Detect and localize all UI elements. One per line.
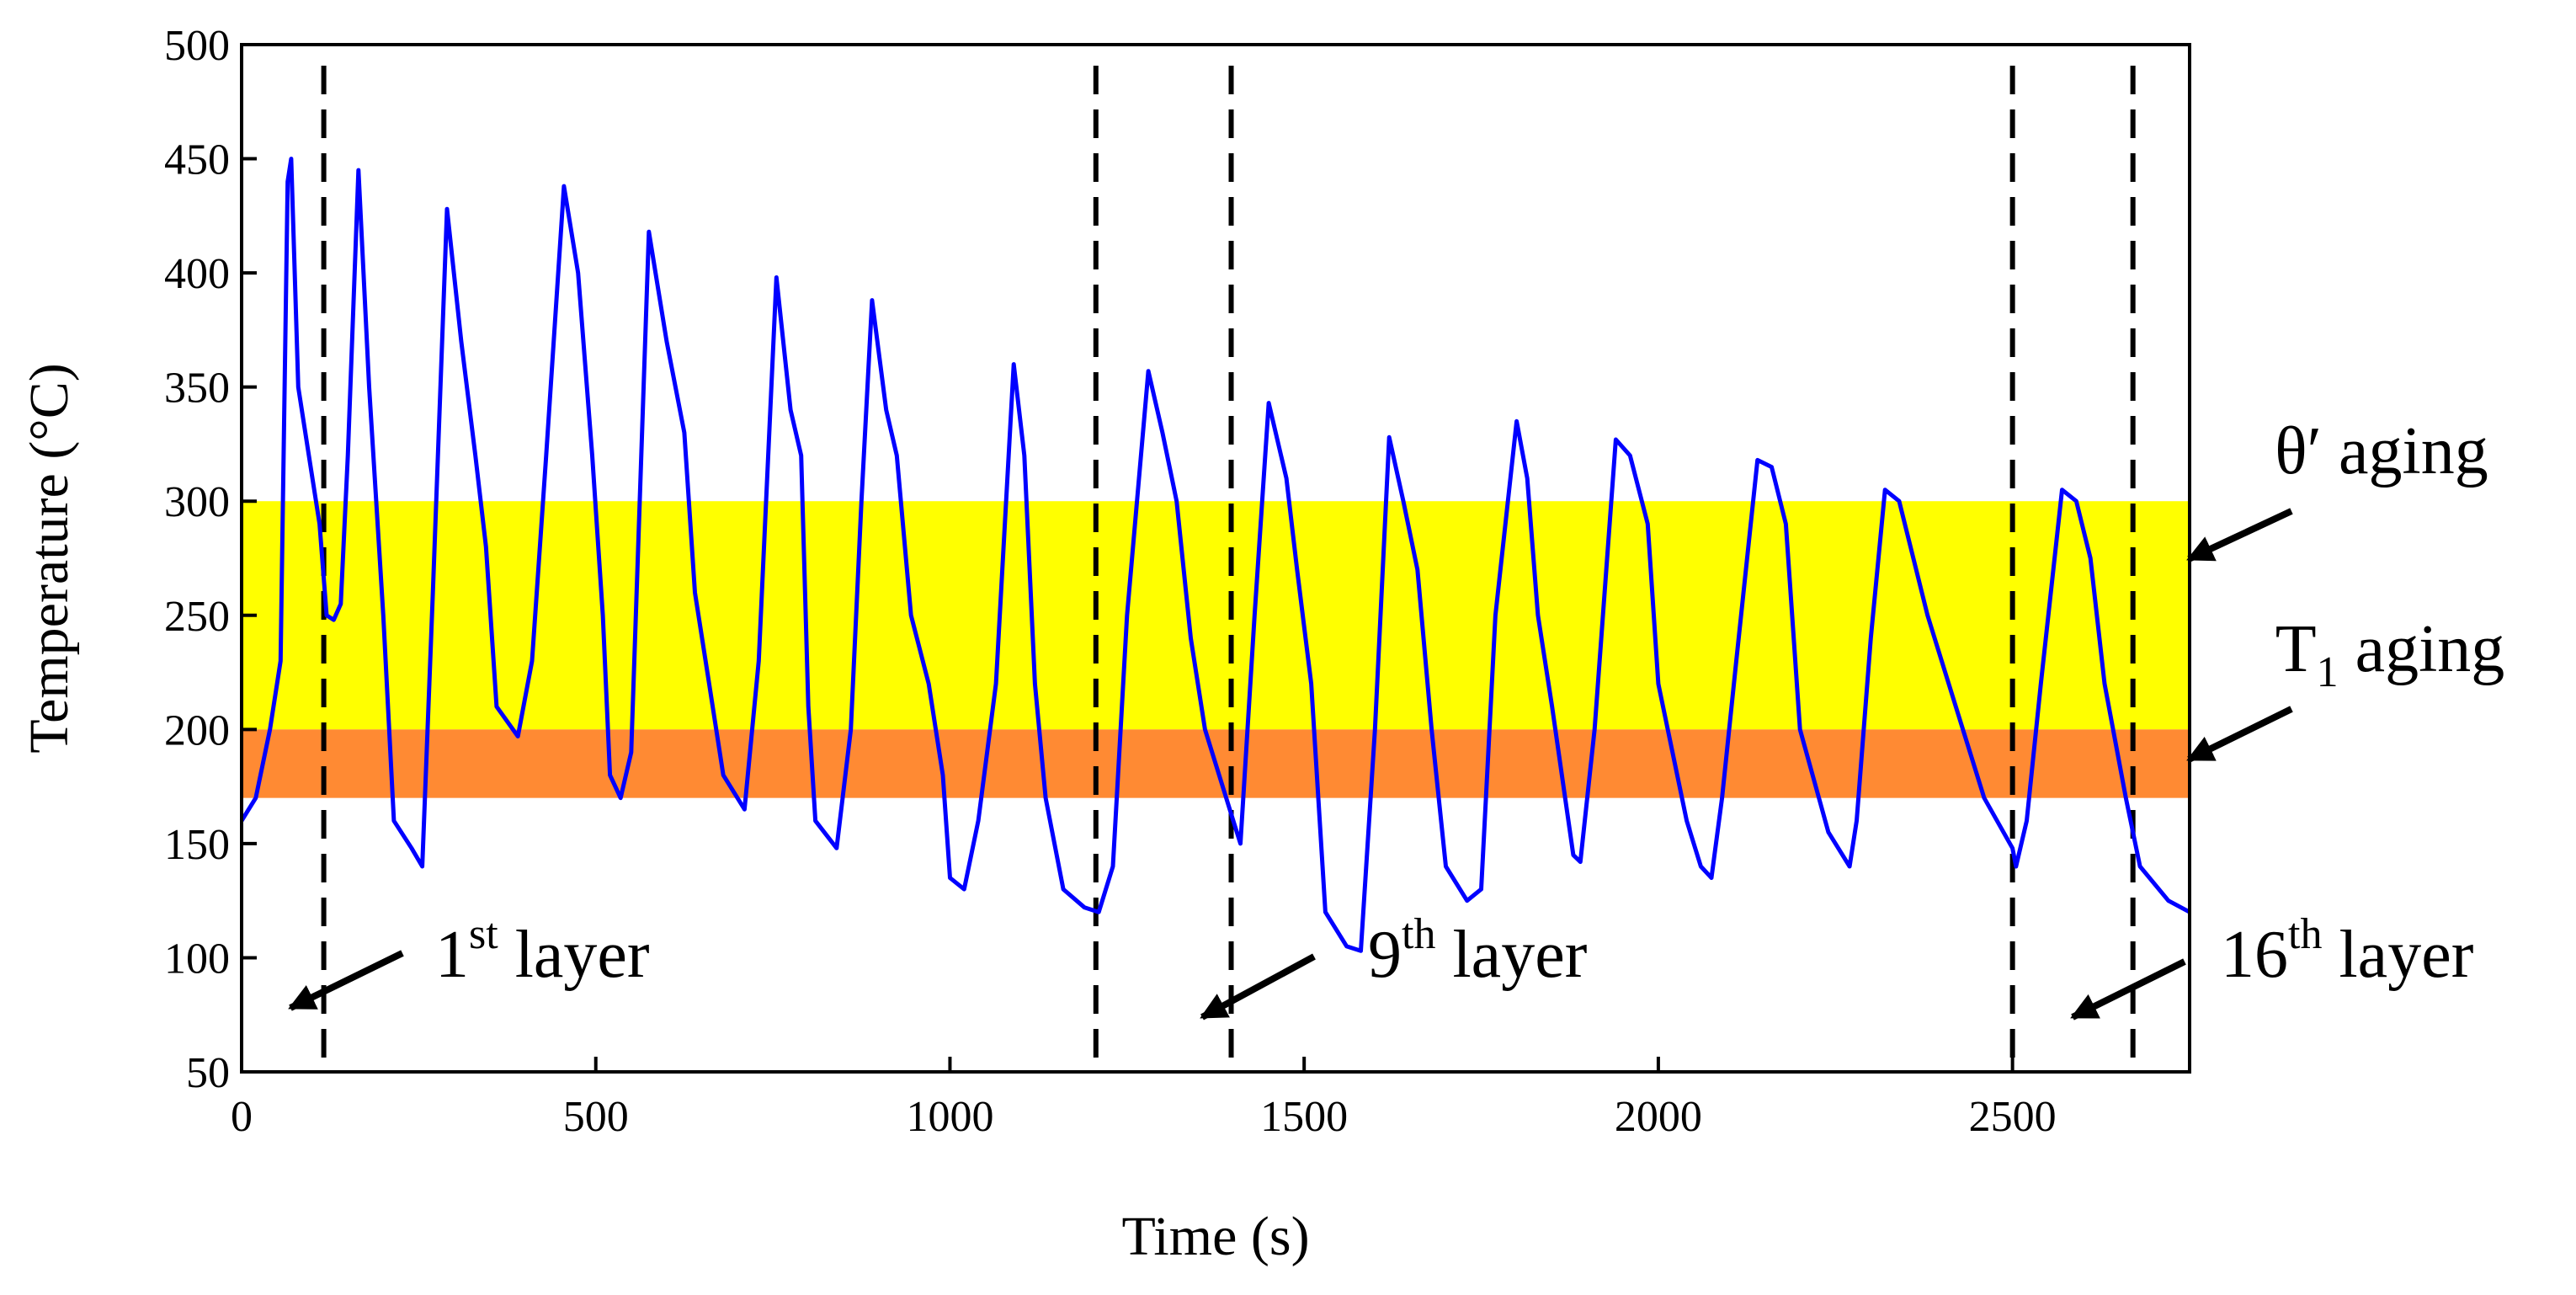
arrows	[288, 508, 2293, 1021]
y-tick-label: 400	[164, 250, 230, 298]
annotation-sub: 1	[2317, 648, 2339, 696]
annotation-text: aging	[2339, 612, 2505, 686]
annotation: T1 aging	[2275, 612, 2505, 696]
y-tick-label: 200	[164, 706, 230, 754]
y-axis-label: Temperature (°C)	[19, 363, 80, 753]
annotation-text: 1	[435, 918, 469, 992]
y-tick-label: 100	[164, 935, 230, 983]
annotation-text: θ′ aging	[2275, 414, 2488, 488]
annotation-text: layer	[2322, 918, 2473, 992]
y-tick-label: 150	[164, 821, 230, 869]
annotation-sup: th	[2288, 910, 2322, 958]
temperature-line	[239, 157, 2191, 953]
annotation-text: 16	[2221, 918, 2288, 992]
arrow	[2070, 958, 2186, 1021]
x-tick-label: 2000	[1615, 1093, 1702, 1141]
annotation-text: layer	[498, 918, 650, 992]
x-tick-label: 1000	[906, 1093, 993, 1141]
y-tick-label: 500	[164, 22, 230, 70]
y-tick-label: 250	[164, 593, 230, 641]
annotation: 9th layer	[1368, 910, 1587, 992]
annotation-text: T	[2275, 612, 2317, 686]
y-tick-label: 350	[164, 365, 230, 413]
annotation: 16th layer	[2221, 910, 2473, 992]
arrow	[1200, 953, 1316, 1021]
x-tick-label: 0	[231, 1093, 253, 1141]
y-tick-label: 300	[164, 478, 230, 526]
arrow	[2186, 508, 2293, 562]
arrow	[288, 950, 404, 1011]
annotation-text: 9	[1368, 918, 1402, 992]
x-tick-label: 2500	[1969, 1093, 2057, 1141]
x-axis-label: Time (s)	[1121, 1206, 1309, 1267]
plot-frame	[240, 43, 2191, 1074]
annotation-text: layer	[1435, 918, 1587, 992]
annotation: 1st layer	[435, 910, 650, 992]
arrow	[2186, 706, 2293, 763]
x-tick-label: 1500	[1260, 1093, 1348, 1141]
y-tick-label: 50	[186, 1049, 230, 1097]
y-tick-label: 450	[164, 136, 230, 184]
x-tick-label: 500	[563, 1093, 629, 1141]
annotation: θ′ aging	[2275, 414, 2488, 488]
annotation-sup: st	[469, 910, 498, 958]
annotation-sup: th	[1402, 910, 1435, 958]
